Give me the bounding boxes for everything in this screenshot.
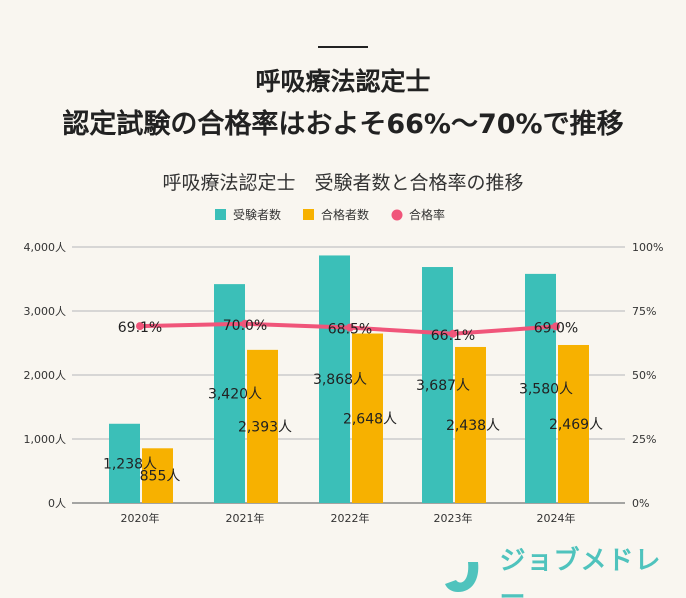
data-label-passers: 2,469人	[549, 417, 603, 433]
left-tick-label: 3,000人	[24, 305, 67, 318]
bar-applicants	[319, 255, 350, 503]
left-tick-label: 4,000人	[24, 241, 67, 254]
data-label-rate: 66.1%	[431, 328, 475, 344]
rate-point	[346, 323, 354, 332]
logo-icon	[445, 562, 479, 592]
right-tick-label: 75%	[632, 305, 656, 318]
right-tick-label: 0%	[632, 497, 649, 510]
bar-passers	[455, 346, 486, 503]
data-label-rate: 69.0%	[534, 320, 578, 336]
data-label-passers: 2,648人	[343, 411, 397, 427]
legend-swatch	[303, 209, 314, 220]
data-label-rate: 70.0%	[223, 318, 267, 334]
left-tick-label: 0人	[48, 497, 66, 510]
data-label-applicants: 3,420人	[208, 387, 262, 403]
legend-label: 合格者数	[321, 207, 369, 222]
rate-point	[136, 322, 144, 331]
data-label-passers: 855人	[140, 469, 181, 485]
right-tick-label: 25%	[632, 433, 656, 446]
data-label-rate: 69.1%	[118, 320, 162, 336]
x-tick-label: 2023年	[434, 511, 473, 525]
bar-passers	[247, 349, 278, 503]
legend-swatch	[391, 209, 403, 221]
x-tick-label: 2021年	[226, 511, 265, 525]
legend-swatch	[215, 209, 226, 220]
bar-passers	[142, 448, 173, 503]
bar-passers	[352, 333, 383, 503]
left-tick-label: 1,000人	[24, 433, 67, 446]
data-label-applicants: 1,238人	[103, 456, 157, 472]
data-label-applicants: 3,687人	[416, 378, 470, 394]
bar-applicants	[109, 423, 140, 503]
rate-point	[241, 319, 249, 328]
x-tick-label: 2024年	[537, 511, 576, 525]
legend-label: 合格率	[409, 207, 445, 222]
data-label-rate: 68.5%	[328, 322, 372, 338]
chart-title: 呼吸療法認定士 受験者数と合格率の推移	[162, 172, 524, 194]
data-label-passers: 2,438人	[446, 418, 500, 434]
logo: ジョブメドレー	[444, 540, 686, 598]
rate-point	[449, 329, 457, 338]
data-label-passers: 2,393人	[238, 419, 292, 435]
title-line-2: 認定試験の合格率はおよそ66%～70%で推移	[62, 109, 624, 140]
bar-applicants	[214, 284, 245, 503]
title-line-1: 呼吸療法認定士	[255, 67, 431, 96]
rate-point	[552, 322, 560, 331]
x-tick-label: 2022年	[331, 511, 370, 525]
x-tick-label: 2020年	[121, 511, 160, 525]
right-tick-label: 100%	[632, 241, 663, 254]
data-label-applicants: 3,580人	[519, 381, 573, 397]
title-rule	[318, 46, 368, 48]
bar-passers	[558, 344, 589, 503]
logo-text: ジョブメドレー	[499, 546, 662, 598]
legend-label: 受験者数	[233, 207, 281, 222]
right-tick-label: 50%	[632, 369, 656, 382]
left-tick-label: 2,000人	[24, 369, 67, 382]
bar-applicants	[422, 267, 453, 503]
bar-applicants	[525, 273, 556, 503]
data-label-applicants: 3,868人	[313, 372, 367, 388]
